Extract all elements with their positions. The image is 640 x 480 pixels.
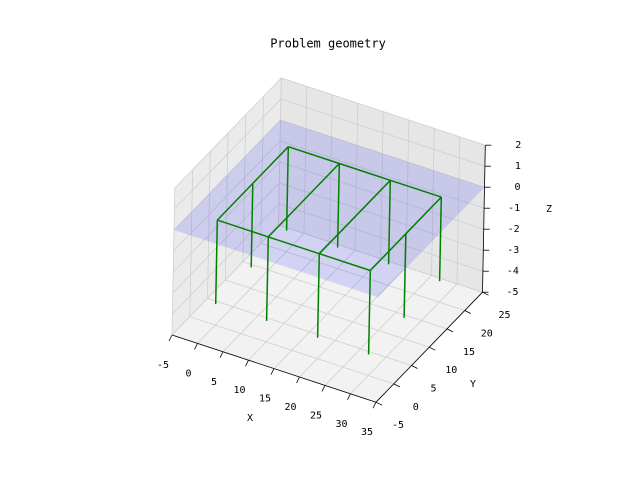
y-tick xyxy=(411,365,418,369)
frame-line xyxy=(288,145,442,198)
x-tick xyxy=(270,368,275,375)
z-tick-label: -2 xyxy=(508,224,520,235)
x-tick xyxy=(296,376,300,384)
y-axis xyxy=(375,291,483,403)
frame-line xyxy=(438,197,443,282)
z-axis-label: Z xyxy=(546,204,552,215)
y-tick xyxy=(464,310,471,314)
z-tick-label: 2 xyxy=(515,140,521,151)
x-tick-label: 20 xyxy=(284,402,296,413)
frame-line xyxy=(367,270,372,355)
grid-line xyxy=(172,161,484,273)
grid-line xyxy=(174,98,486,210)
x-tick xyxy=(245,360,249,367)
frame-line xyxy=(250,183,254,268)
z-tick-label: -4 xyxy=(507,266,519,277)
x-tick xyxy=(347,393,351,400)
frame-line xyxy=(369,196,442,272)
y-tick-label: -5 xyxy=(392,420,404,431)
y-tick xyxy=(375,401,383,406)
y-tick xyxy=(446,328,454,333)
x-axis xyxy=(171,334,377,403)
y-tick-label: 25 xyxy=(498,310,510,321)
frame-line xyxy=(403,233,407,318)
grid-line xyxy=(172,203,484,315)
x-axis-label: X xyxy=(247,413,253,424)
grid-line xyxy=(173,140,485,252)
frame-line xyxy=(267,162,340,238)
y-tick xyxy=(482,291,489,296)
frame-line xyxy=(216,146,289,221)
x-tick xyxy=(194,343,198,350)
frame-line xyxy=(316,253,321,338)
frame-line xyxy=(214,220,219,305)
frame-line xyxy=(318,179,391,255)
grid-line xyxy=(171,224,483,336)
z-tick-label: -5 xyxy=(506,287,518,298)
x-tick-label: 35 xyxy=(361,427,373,438)
z-axis xyxy=(482,145,486,293)
x-tick xyxy=(372,402,377,409)
chart-title: Problem geometry xyxy=(270,37,386,51)
x-tick-label: 30 xyxy=(335,419,347,430)
y-tick-label: 20 xyxy=(481,329,493,340)
frame-line xyxy=(217,219,371,272)
z-tick-label: -3 xyxy=(507,245,519,256)
x-tick-label: 10 xyxy=(233,385,245,396)
y-tick-label: 10 xyxy=(445,365,457,376)
y-tick-label: 5 xyxy=(430,384,436,395)
grid-line xyxy=(172,182,484,294)
x-tick-label: 5 xyxy=(211,377,217,388)
y-tick-label: 15 xyxy=(463,347,475,358)
y-tick-label: 0 xyxy=(413,402,419,413)
x-tick xyxy=(321,385,326,392)
x-tick-label: 15 xyxy=(259,394,271,405)
x-tick-label: 25 xyxy=(310,410,322,421)
z-tick-label: 1 xyxy=(515,161,521,172)
y-axis-label: Y xyxy=(470,379,476,390)
x-tick xyxy=(168,334,173,342)
x-tick xyxy=(219,351,224,358)
z-tick-label: -1 xyxy=(508,203,520,214)
y-tick xyxy=(393,383,400,388)
x-tick-label: 0 xyxy=(185,368,191,379)
z-tick-label: 0 xyxy=(514,182,520,193)
frame-line xyxy=(265,236,270,321)
y-tick xyxy=(429,346,436,351)
x-tick-label: -5 xyxy=(157,360,169,371)
grid-line xyxy=(173,119,485,231)
grid-line xyxy=(174,77,486,189)
